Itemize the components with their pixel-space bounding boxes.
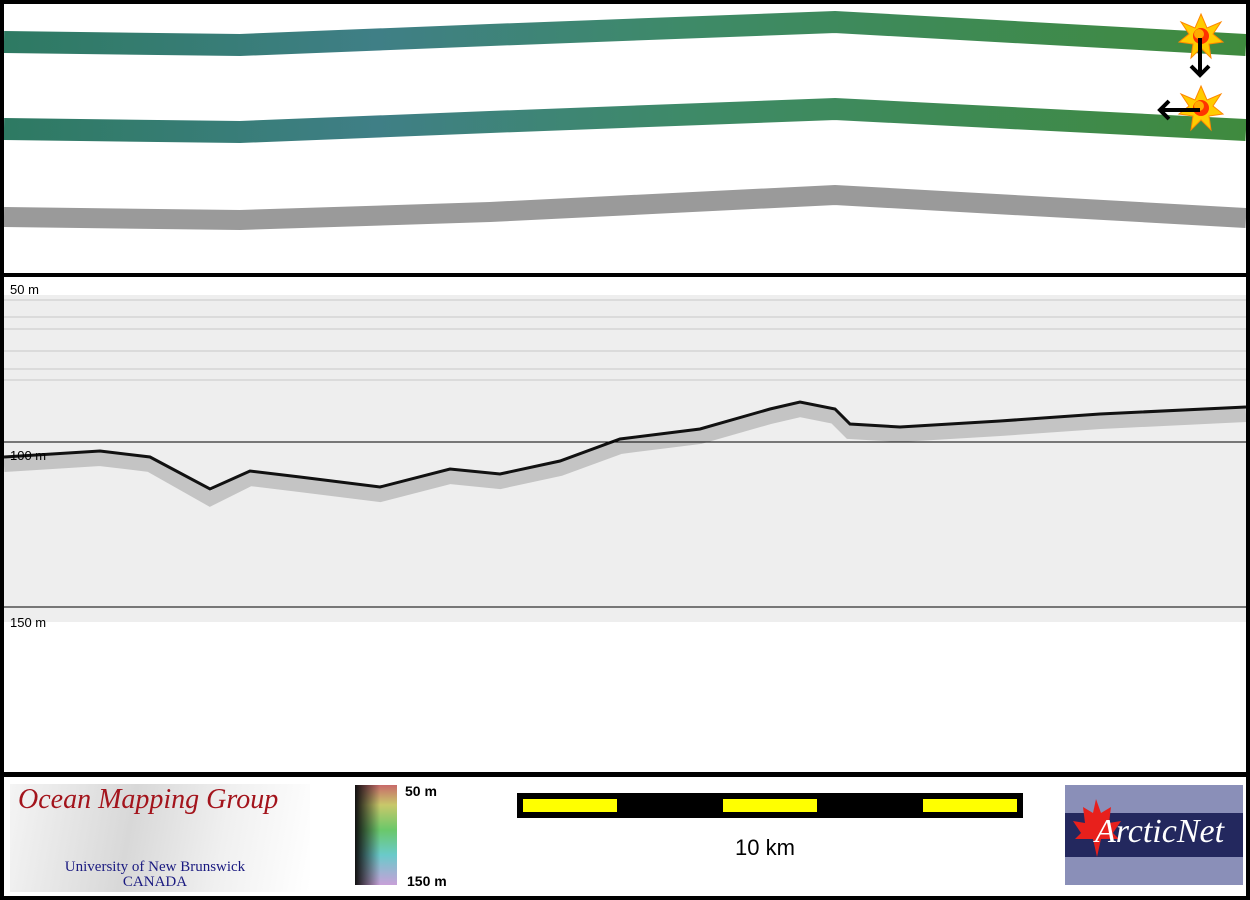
water-column-noise xyxy=(4,299,1246,381)
arrow-left-icon xyxy=(1157,99,1200,121)
omg-title: Ocean Mapping Group xyxy=(18,784,279,815)
seabed-reflection xyxy=(4,400,1246,491)
swath-backscatter-middle xyxy=(3,97,1247,144)
depth-label-150m: 150 m xyxy=(10,615,47,630)
depth-colorbar xyxy=(355,785,397,885)
maple-leaf-icon xyxy=(1073,799,1121,857)
profile-background xyxy=(4,295,1246,622)
arcticnet-wordmark: ArcticNet xyxy=(1095,813,1225,850)
swath-gray xyxy=(3,184,1247,231)
omg-subtitle: University of New Brunswick CANADA xyxy=(10,860,300,890)
ocean-mapping-group-logo: Ocean Mapping Group University of New Br… xyxy=(10,784,310,892)
omg-line1: University of New Brunswick xyxy=(64,859,246,875)
scale-bar xyxy=(517,793,1023,818)
arrow-down-icon xyxy=(1189,38,1211,78)
profile-svg xyxy=(4,295,1246,622)
swath-panel xyxy=(3,4,1247,273)
depth-label-50m: 50 m xyxy=(10,282,39,297)
subbottom-reflection-shadow xyxy=(4,402,1246,507)
swath-svg xyxy=(3,10,1247,231)
scale-segment xyxy=(523,799,617,812)
depth-label-100m: 100 m xyxy=(10,448,47,463)
colorbar-bottom-label: 150 m xyxy=(407,873,447,889)
colorbar-top-label: 50 m xyxy=(405,783,437,799)
subbottom-profile-panel: 50 m 100 m 150 m xyxy=(4,277,1246,772)
swath-backscatter-top xyxy=(3,10,1247,57)
scale-segment xyxy=(923,799,1017,812)
scale-segment xyxy=(723,799,817,812)
scale-bar-label: 10 km xyxy=(735,835,795,860)
arcticnet-logo: ArcticNet xyxy=(1065,785,1243,885)
omg-line2: CANADA xyxy=(122,874,188,890)
